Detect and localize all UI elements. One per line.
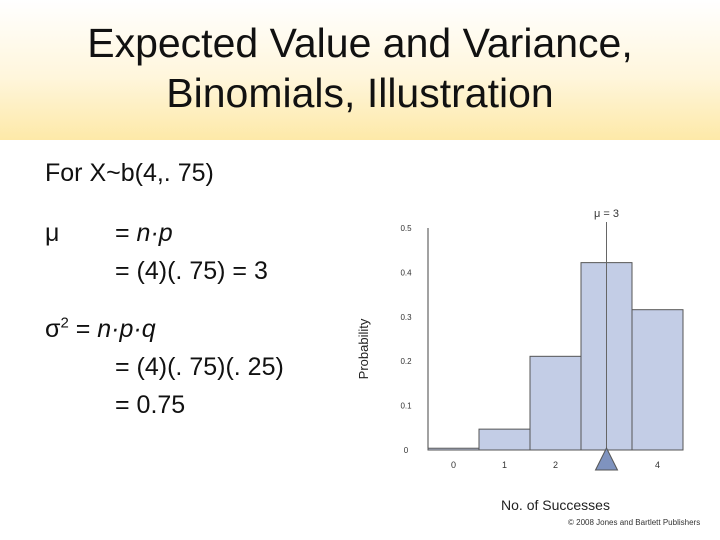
binomial-chart: 00.10.20.30.40.5Probability01234μ = 3No.… (356, 208, 684, 513)
sigma-formula-eq: = (68, 315, 98, 343)
mean-marker-icon (594, 446, 619, 471)
sigma-power: 2 (60, 314, 69, 332)
copyright-notice: © 2008 Jones and Bartlett Publishers (568, 518, 701, 527)
sigma-formula-expr: n·p·q (97, 315, 156, 343)
title-band (0, 0, 720, 140)
bar-1 (478, 428, 531, 451)
intro-text: For X~b(4,. 75) (45, 159, 214, 187)
y-tick-label: 0.4 (400, 268, 412, 277)
bar-4 (631, 309, 684, 451)
x-tick-label: 0 (451, 460, 456, 470)
slide-title: Expected Value and Variance, Binomials, … (0, 18, 720, 118)
y-tick-label: 0.5 (400, 224, 412, 233)
sigma-symbol: σ (45, 315, 61, 343)
y-tick-label: 0 (404, 446, 409, 455)
mu-formula-eq: = (115, 219, 137, 247)
y-tick-label: 0.3 (400, 313, 412, 322)
y-tick-label: 0.2 (400, 357, 412, 366)
mu-symbol: μ (45, 219, 60, 247)
x-axis-label: No. of Successes (501, 497, 610, 513)
title-line-1: Expected Value and Variance, (87, 20, 633, 66)
y-axis-label: Probability (356, 318, 371, 379)
x-tick-label: 1 (502, 460, 507, 470)
x-tick-label: 2 (553, 460, 558, 470)
bar-2 (529, 355, 582, 451)
title-line-2: Binomials, Illustration (166, 70, 554, 116)
sigma-line-3: = 0.75 (115, 391, 186, 419)
sigma-formula: σ2 = n·p·q (45, 314, 156, 344)
bar-0 (427, 447, 480, 451)
mean-label: μ = 3 (594, 208, 619, 220)
mu-result: = (4)(. 75) = 3 (115, 257, 268, 285)
mu-formula-expr: n·p (136, 219, 173, 247)
y-tick-label: 0.1 (400, 402, 412, 411)
x-tick-label: 4 (655, 460, 660, 470)
mu-formula: = n·p (115, 218, 173, 248)
sigma-line-2: = (4)(. 75)(. 25) (115, 353, 284, 381)
